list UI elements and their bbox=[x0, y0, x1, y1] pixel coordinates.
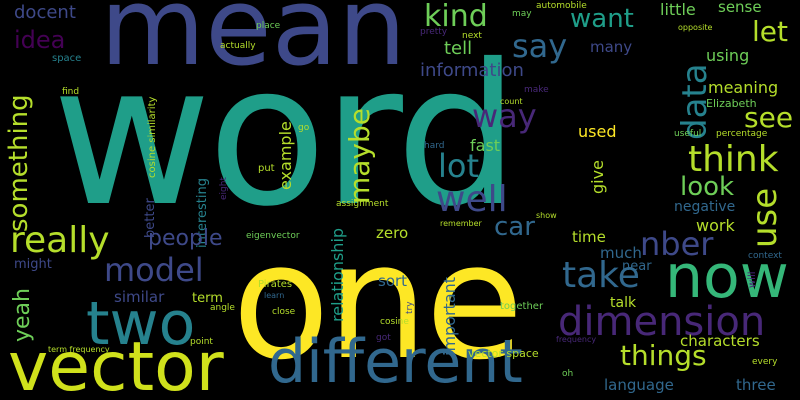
word-time: time bbox=[572, 228, 606, 246]
word-work: work bbox=[696, 216, 735, 235]
word-well: well bbox=[436, 179, 508, 220]
word-little: little bbox=[660, 0, 696, 19]
word-frequency: frequency bbox=[556, 335, 597, 344]
word-way: way bbox=[472, 97, 537, 135]
word-dimension: dimension bbox=[558, 299, 766, 345]
word-vector: vector bbox=[8, 328, 224, 400]
word-make: make bbox=[524, 85, 549, 95]
word-eigenvector: eigenvector bbox=[246, 231, 300, 241]
word-lot: lot bbox=[438, 147, 480, 185]
word-remember: remember bbox=[440, 219, 482, 228]
word-docent: docent bbox=[14, 2, 76, 23]
word-relationship: relationship bbox=[328, 227, 347, 322]
word-now: now bbox=[665, 242, 789, 312]
word-space: space bbox=[52, 53, 82, 64]
word-look: look bbox=[680, 172, 735, 202]
word-one: one bbox=[232, 208, 524, 395]
word-yeah: yeah bbox=[10, 288, 35, 342]
word-close: close bbox=[272, 307, 296, 317]
word-idea: idea bbox=[14, 26, 66, 54]
word-cosine: cosine bbox=[380, 317, 409, 327]
word-sort: sort bbox=[378, 272, 408, 290]
word-might: might bbox=[14, 257, 52, 272]
word-different: different bbox=[268, 327, 523, 397]
word-term-frequency: term frequency bbox=[48, 345, 110, 354]
word-used: used bbox=[578, 122, 617, 141]
word-automobile: automobile bbox=[536, 1, 587, 11]
word-want: want bbox=[570, 4, 634, 34]
word-negative: negative bbox=[674, 199, 736, 215]
word-maybe: maybe bbox=[343, 107, 376, 204]
word-using: using bbox=[706, 46, 750, 65]
word-mean: mean bbox=[100, 0, 407, 90]
word-vector-space: vector space bbox=[468, 347, 539, 360]
word-things: things bbox=[620, 339, 707, 372]
word-kind: kind bbox=[424, 0, 488, 34]
word-many: many bbox=[590, 38, 633, 56]
word-together: together bbox=[500, 301, 544, 312]
word-something: something bbox=[4, 94, 34, 232]
word-pirates: Pirates bbox=[258, 279, 293, 290]
word-every: every bbox=[752, 357, 778, 367]
word-similar: similar bbox=[114, 288, 165, 306]
word-show: show bbox=[536, 211, 557, 220]
word-put: put bbox=[258, 163, 275, 174]
word-go: go bbox=[298, 123, 310, 133]
word-count: count bbox=[500, 97, 523, 106]
word-word: word bbox=[52, 22, 519, 249]
word-much: much bbox=[600, 244, 642, 262]
word-cosine-similarity: cosine similarity bbox=[147, 96, 158, 178]
word-tell: tell bbox=[444, 38, 473, 59]
word-language: language bbox=[604, 376, 674, 394]
word-point: point bbox=[190, 337, 213, 347]
word-sense: sense bbox=[718, 0, 762, 16]
word-three: three bbox=[736, 376, 776, 394]
word-think: think bbox=[688, 139, 779, 180]
word-example: example bbox=[276, 121, 295, 190]
word-assignment: assignment bbox=[336, 199, 389, 209]
word-will: will bbox=[747, 271, 758, 288]
word-hard: hard bbox=[424, 141, 445, 151]
word-meaning: meaning bbox=[708, 78, 779, 97]
word-see: see bbox=[744, 101, 794, 134]
word-near: near bbox=[622, 259, 652, 274]
word-characters: characters bbox=[680, 332, 760, 350]
word-important: important bbox=[440, 276, 459, 356]
word-oh: oh bbox=[562, 369, 574, 379]
word-term: term bbox=[192, 291, 223, 306]
word-two: two bbox=[86, 289, 196, 359]
word-information: information bbox=[420, 60, 524, 81]
word-try: try bbox=[405, 301, 415, 314]
word-use: use bbox=[745, 187, 785, 248]
word-pretty: pretty bbox=[420, 27, 448, 37]
word-angle: angle bbox=[210, 303, 235, 313]
word-model: model bbox=[104, 251, 204, 289]
word-let: let bbox=[752, 15, 788, 48]
word-car: car bbox=[494, 212, 535, 242]
word-next: next bbox=[462, 31, 482, 41]
word-place: place bbox=[256, 21, 281, 31]
word-really: really bbox=[10, 220, 110, 261]
word-got: got bbox=[376, 333, 391, 343]
word-learn: learn bbox=[264, 291, 285, 300]
word-talk: talk bbox=[610, 295, 637, 311]
word-nber: nber bbox=[640, 225, 714, 263]
word-opposite: opposite bbox=[678, 23, 713, 32]
word-useful: useful bbox=[674, 129, 702, 139]
word-percentage: percentage bbox=[716, 129, 768, 139]
word-give: give bbox=[588, 160, 607, 194]
word-fast: fast bbox=[470, 136, 501, 155]
word-zero: zero bbox=[376, 224, 409, 242]
word-may: may bbox=[512, 9, 532, 19]
word-find: find bbox=[62, 87, 80, 97]
word-elizabeth: Elizabeth bbox=[706, 97, 757, 110]
word-actually: actually bbox=[220, 41, 256, 51]
word-take: take bbox=[562, 255, 640, 296]
word-eight: eight bbox=[219, 177, 229, 200]
word-say: say bbox=[512, 27, 568, 65]
word-context: context bbox=[748, 251, 782, 261]
word-people: people bbox=[148, 226, 223, 251]
